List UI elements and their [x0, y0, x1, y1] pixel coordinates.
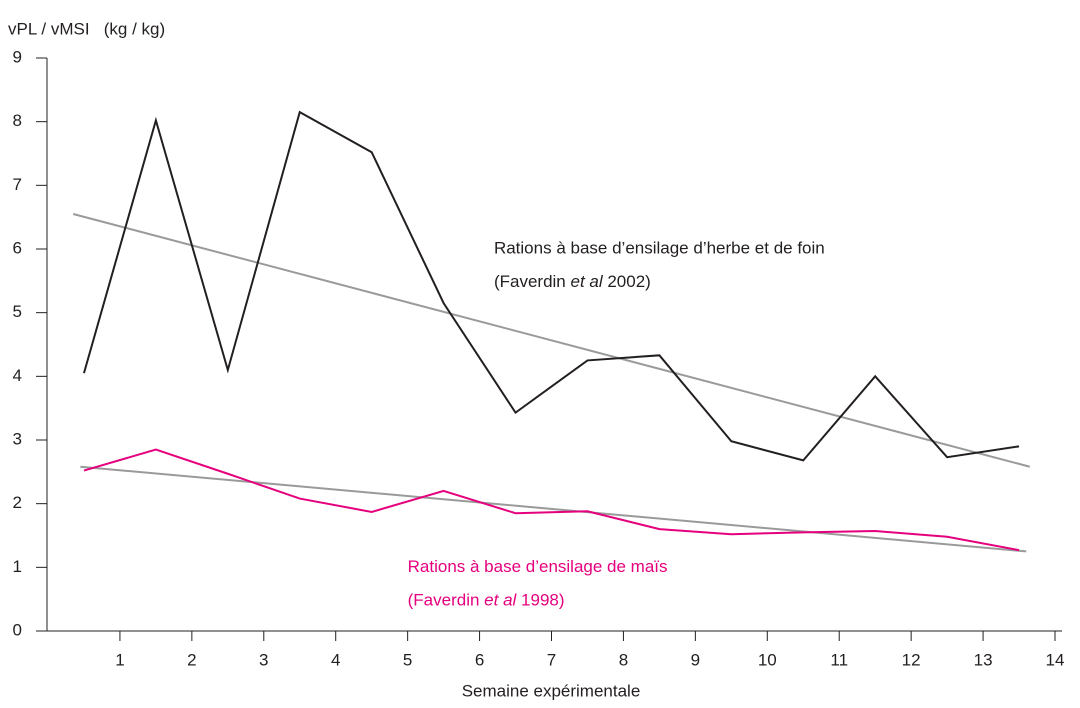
y-tick-label: 1 [13, 557, 22, 576]
x-tick-label: 9 [691, 650, 700, 669]
x-tick-label: 1 [115, 650, 124, 669]
y-tick-label: 2 [13, 493, 22, 512]
series-line [72, 213, 1031, 468]
annotation-source: (Faverdin et al 1998) [408, 591, 565, 610]
y-tick-label: 8 [13, 111, 22, 130]
x-tick-label: 8 [619, 650, 628, 669]
y-tick-label: 0 [13, 620, 22, 639]
x-tick-label: 12 [902, 650, 921, 669]
x-tick-label: 14 [1046, 650, 1065, 669]
annotation-source-part: (Faverdin [408, 591, 485, 610]
annotation-source: (Faverdin et al 2002) [494, 272, 651, 291]
y-tick-label: 6 [13, 238, 22, 257]
annotation: Rations à base d’ensilage d’herbe et de … [494, 238, 825, 257]
annotation-source-part: (Faverdin [494, 272, 571, 291]
annotation-source-part: 2002) [603, 272, 651, 291]
series-line [80, 465, 1027, 553]
y-tick-label: 4 [13, 366, 22, 385]
x-tick-label: 5 [403, 650, 412, 669]
annotation-source-part: et al [484, 591, 517, 610]
x-tick-label: 3 [259, 650, 268, 669]
x-tick-label: 13 [974, 650, 993, 669]
annotation: Rations à base d’ensilage de maïs [408, 557, 668, 576]
y-tick-label: 9 [13, 47, 22, 66]
annotation-source-part: et al [570, 272, 603, 291]
y-axis-label: vPL / vMSI (kg / kg) [8, 19, 165, 38]
annotation-source-part: 1998) [516, 591, 564, 610]
y-tick-label: 5 [13, 302, 22, 321]
x-tick-label: 10 [758, 650, 777, 669]
x-tick-label: 7 [547, 650, 556, 669]
x-axis-label: Semaine expérimentale [462, 681, 641, 700]
series-line [83, 110, 1020, 462]
x-tick-label: 4 [331, 650, 340, 669]
y-tick-label: 3 [13, 429, 22, 448]
x-tick-label: 2 [187, 650, 196, 669]
series-line [83, 448, 1020, 552]
x-tick-label: 6 [475, 650, 484, 669]
y-tick-label: 7 [13, 175, 22, 194]
x-tick-label: 11 [830, 650, 848, 669]
